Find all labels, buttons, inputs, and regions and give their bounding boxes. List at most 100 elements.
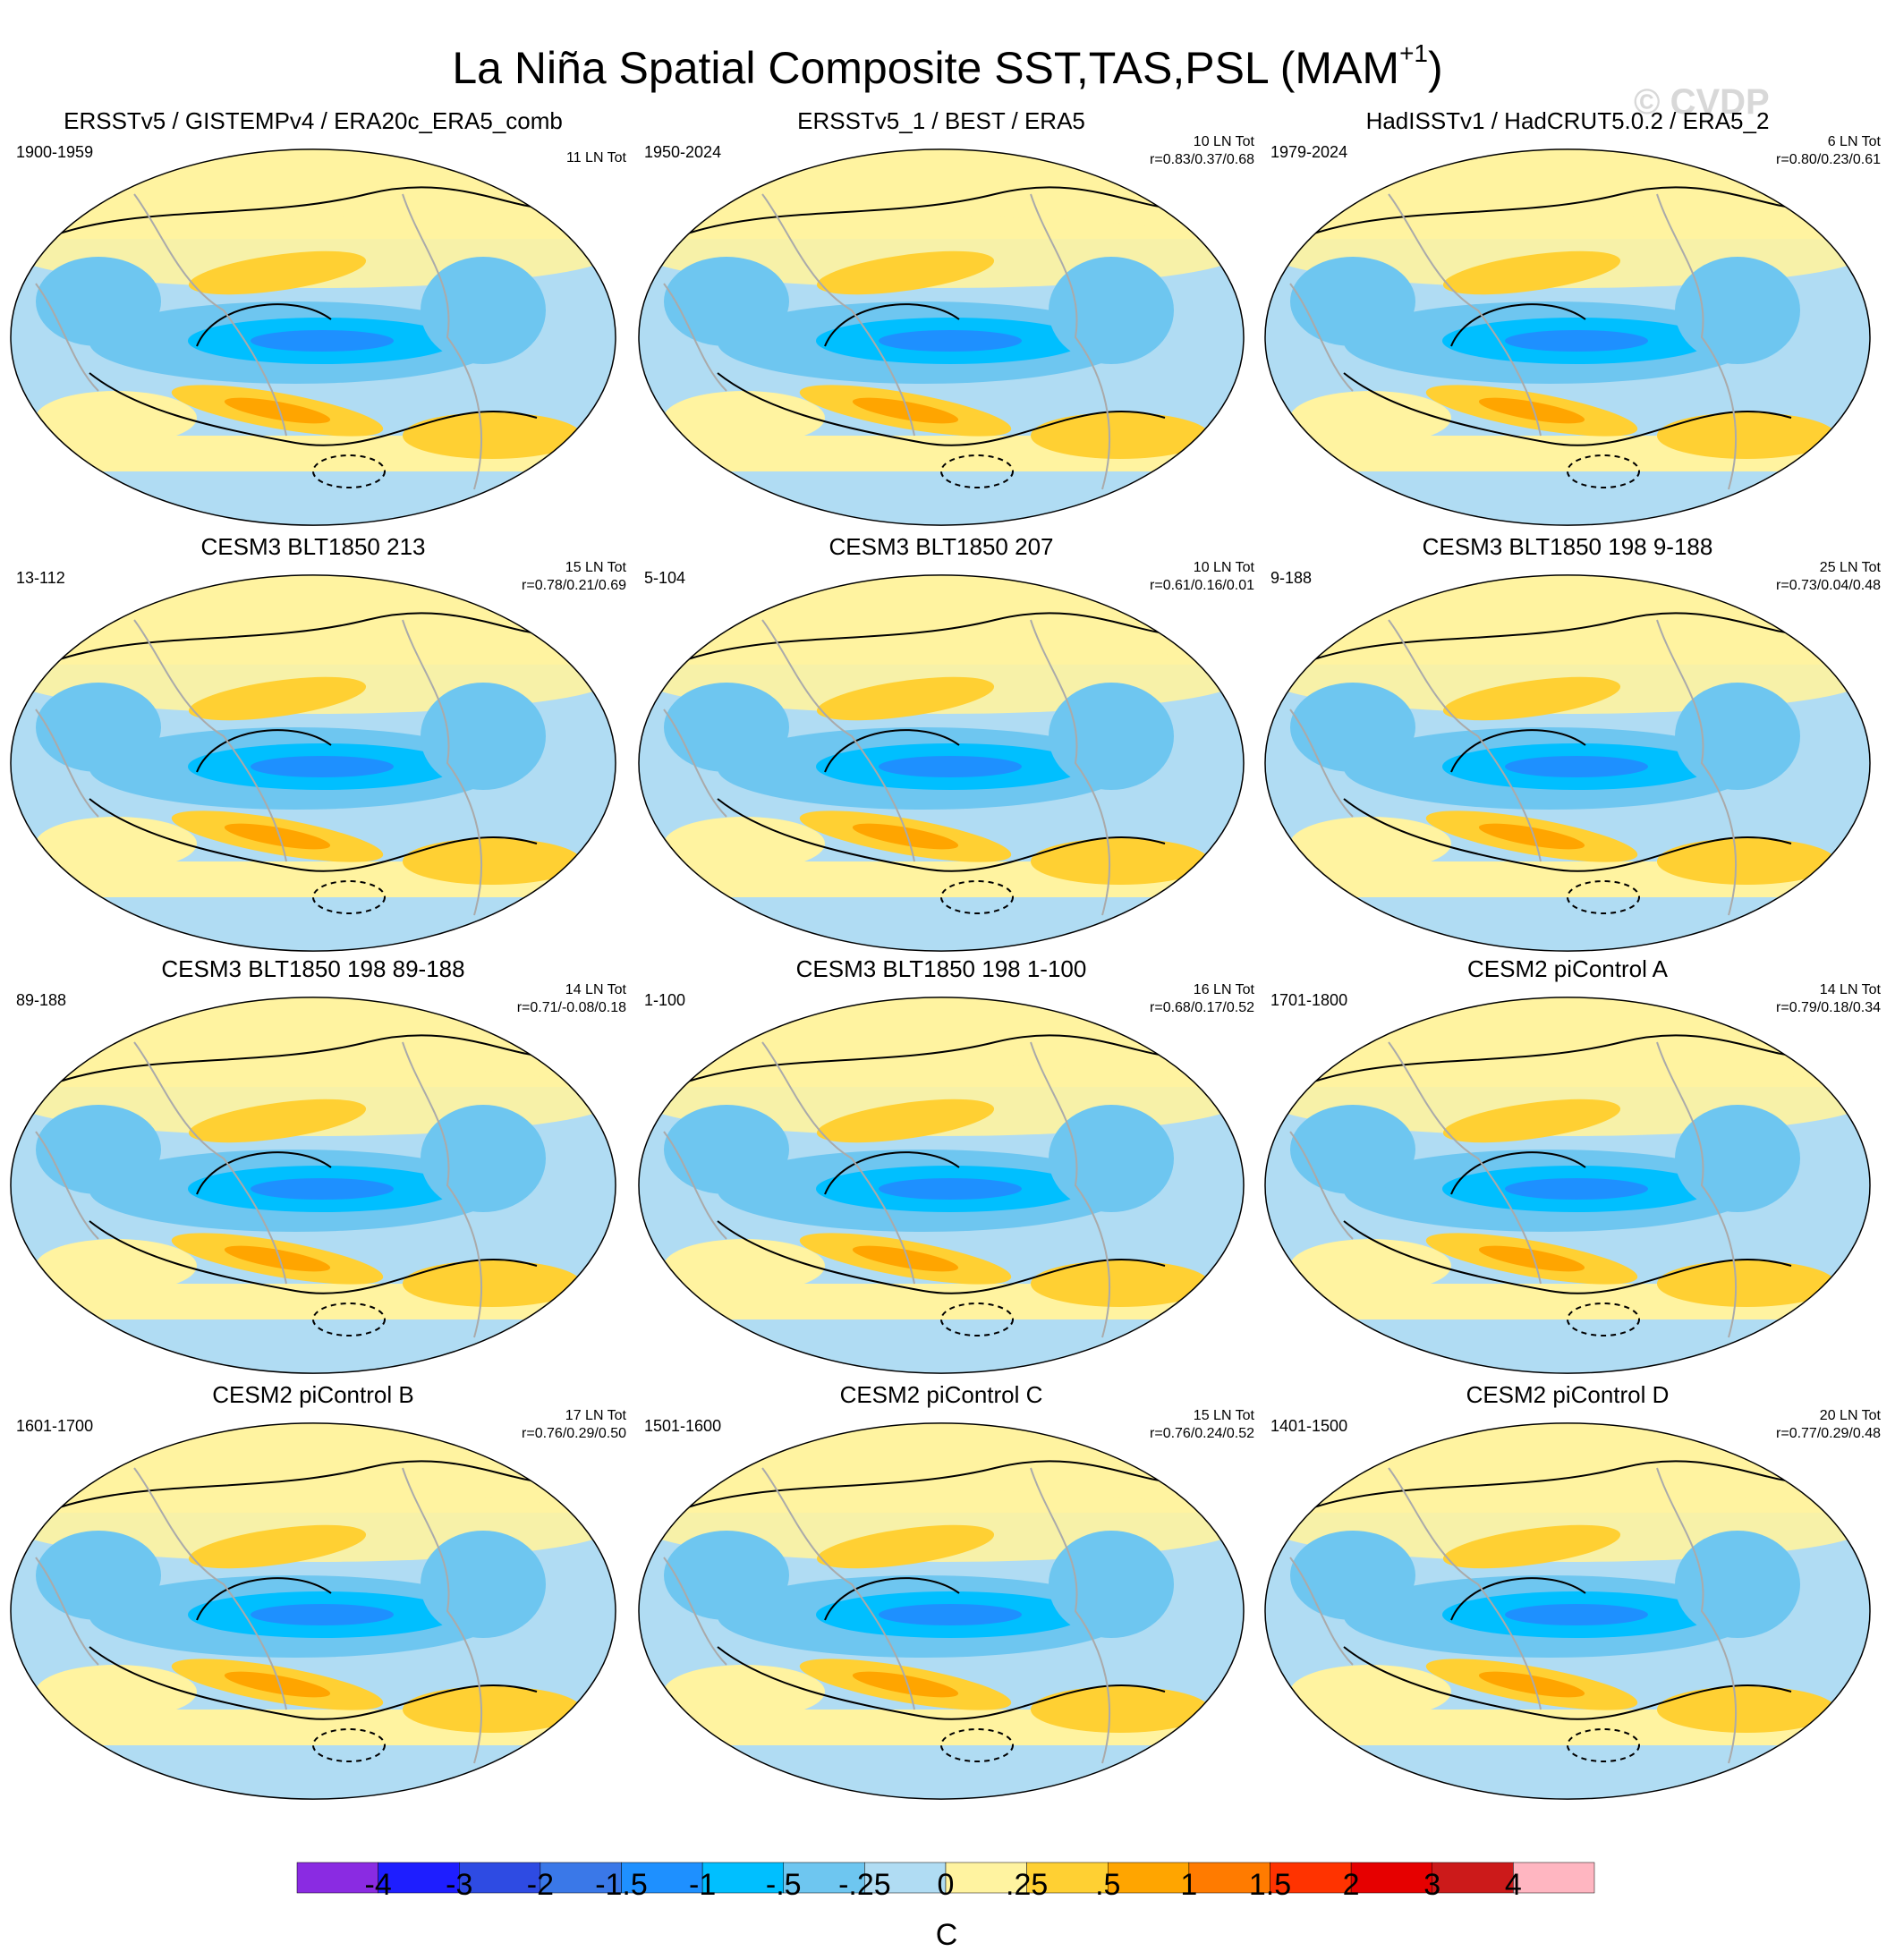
map-panel: CESM3 BLT1850 198 89-188 89-188 14 LN Tot r… xyxy=(0,955,626,1376)
colorbar-unit: C xyxy=(935,1918,958,1952)
colorbar-tick-label: 4 xyxy=(1504,1868,1522,1902)
panel-event-count: 11 LN Tot xyxy=(565,150,626,165)
panel-years: 1900-1959 xyxy=(16,143,94,161)
panel-correlation: r=0.80/0.23/0.61 xyxy=(1776,152,1881,167)
colorbar-swatch xyxy=(701,1862,784,1894)
cvdp-watermark: © CVDP xyxy=(1634,82,1770,122)
panel-years: 1950-2024 xyxy=(644,143,722,161)
colorbar-swatch xyxy=(540,1862,622,1894)
map-panel: CESM3 BLT1850 207 5-104 10 LN Tot r=0.61/0.… xyxy=(628,533,1254,954)
panel-event-count: 14 LN Tot xyxy=(565,982,626,997)
colorbar-swatches xyxy=(296,1862,1595,1894)
panel-title: CESM3 BLT1850 198 1-100 xyxy=(795,955,1087,982)
panel-correlation: r=0.77/0.29/0.48 xyxy=(1776,1426,1881,1441)
panel-title: HadISSTv1 / HadCRUT5.0.2 / ERA5_2 xyxy=(1365,107,1770,134)
panel-event-count: 6 LN Tot xyxy=(1827,134,1881,149)
colorbar-tick-label: .25 xyxy=(1005,1868,1049,1902)
panel-years: 5-104 xyxy=(644,569,686,587)
map-panel: CESM2 piControl D 1401-1500 20 LN Tot r=0.7… xyxy=(1254,1381,1881,1802)
colorbar-swatch xyxy=(1108,1862,1190,1894)
panel-title: ERSSTv5 / GISTEMPv4 / ERA20c_ERA5_comb xyxy=(64,107,563,134)
anomaly-map xyxy=(10,1422,616,1800)
panel-event-count: 10 LN Tot xyxy=(1193,134,1254,149)
figure-title: La Niña Spatial Composite SST,TAS,PSL (M… xyxy=(0,27,1895,95)
panel-correlation: r=0.76/0.29/0.50 xyxy=(522,1426,626,1441)
panel-correlation: r=0.73/0.04/0.48 xyxy=(1776,578,1881,593)
panel-correlation: r=0.71/-0.08/0.18 xyxy=(516,1000,626,1015)
panel-event-count: 25 LN Tot xyxy=(1819,560,1881,575)
panel-correlation: r=0.78/0.21/0.69 xyxy=(522,578,626,593)
colorbar-swatch xyxy=(1513,1862,1595,1894)
colorbar-swatch xyxy=(1432,1862,1514,1894)
panel-event-count: 15 LN Tot xyxy=(565,560,626,575)
panel-correlation: r=0.68/0.17/0.52 xyxy=(1150,1000,1254,1015)
panel-years: 1701-1800 xyxy=(1270,991,1348,1009)
panel-event-count: 14 LN Tot xyxy=(1819,982,1881,997)
anomaly-map xyxy=(1264,148,1871,526)
map-panel: CESM3 BLT1850 213 13-112 15 LN Tot r=0.78/0… xyxy=(0,533,626,954)
colorbar-swatch xyxy=(945,1862,1027,1894)
anomaly-map xyxy=(638,574,1245,952)
panel-years: 1-100 xyxy=(644,991,686,1009)
colorbar-swatch xyxy=(783,1862,865,1894)
map-panel: ERSSTv5_1 / BEST / ERA5 1950-2024 10 LN To… xyxy=(628,107,1254,528)
colorbar-swatch xyxy=(378,1862,460,1894)
panel-correlation: r=0.76/0.24/0.52 xyxy=(1150,1426,1254,1441)
map-panel: CESM2 piControl C 1501-1600 15 LN Tot r=0.7… xyxy=(628,1381,1254,1802)
map-panel: CESM3 BLT1850 198 1-100 1-100 16 LN Tot r=0… xyxy=(628,955,1254,1376)
map-panel: HadISSTv1 / HadCRUT5.0.2 / ERA5_2 1979-20… xyxy=(1254,107,1881,528)
panel-correlation: r=0.61/0.16/0.01 xyxy=(1150,578,1254,593)
figure-title-text: La Niña Spatial Composite SST,TAS,PSL (M… xyxy=(452,43,1400,93)
panel-correlation: r=0.83/0.37/0.68 xyxy=(1150,152,1254,167)
colorbar-tick-label: -1 xyxy=(689,1868,717,1902)
panel-years: 1401-1500 xyxy=(1270,1417,1348,1435)
anomaly-map xyxy=(1264,997,1871,1374)
panel-title: CESM2 piControl B xyxy=(212,1381,414,1408)
panel-title: CESM2 piControl D xyxy=(1466,1381,1670,1408)
colorbar-tick-label: 0 xyxy=(937,1868,955,1902)
panel-title: ERSSTv5_1 / BEST / ERA5 xyxy=(797,107,1085,134)
anomaly-map xyxy=(1264,1422,1871,1800)
anomaly-map xyxy=(10,148,616,526)
panel-event-count: 10 LN Tot xyxy=(1193,560,1254,575)
colorbar-swatch xyxy=(1350,1862,1432,1894)
map-panel: CESM3 BLT1850 198 9-188 9-188 25 LN Tot r=0… xyxy=(1254,533,1881,954)
panel-title: CESM2 piControl A xyxy=(1467,955,1668,982)
map-panel: CESM2 piControl A 1701-1800 14 LN Tot r=0.7… xyxy=(1254,955,1881,1376)
anomaly-map xyxy=(638,1422,1245,1800)
colorbar-swatch xyxy=(1188,1862,1270,1894)
colorbar-swatch xyxy=(296,1862,378,1894)
anomaly-map xyxy=(1264,574,1871,952)
map-panel: CESM2 piControl B 1601-1700 17 LN Tot r=0.7… xyxy=(0,1381,626,1802)
colorbar-tick-label: -.25 xyxy=(838,1868,891,1902)
anomaly-map xyxy=(638,148,1245,526)
panel-title: CESM3 BLT1850 198 9-188 xyxy=(1422,533,1713,560)
panel-title: CESM3 BLT1850 198 89-188 xyxy=(161,955,465,982)
colorbar-tick-label: 2 xyxy=(1342,1868,1360,1902)
anomaly-map xyxy=(10,574,616,952)
colorbar-tick-label: .5 xyxy=(1095,1868,1121,1902)
panel-years: 9-188 xyxy=(1270,569,1313,587)
colorbar-tick-label: -2 xyxy=(526,1868,554,1902)
colorbar-tick-label: -.5 xyxy=(765,1868,802,1902)
panel-correlation: r=0.79/0.18/0.34 xyxy=(1776,1000,1881,1015)
panel-title: CESM3 BLT1850 207 xyxy=(829,533,1054,560)
anomaly-map xyxy=(10,997,616,1374)
colorbar-tick-label: 1.5 xyxy=(1248,1868,1292,1902)
panel-years: 1601-1700 xyxy=(16,1417,94,1435)
anomaly-map xyxy=(638,997,1245,1374)
colorbar-tick-label: -3 xyxy=(446,1868,473,1902)
figure-title-superscript: +1 xyxy=(1399,39,1429,67)
figure-title-close: ) xyxy=(1428,43,1443,93)
panel-years: 13-112 xyxy=(16,569,65,587)
colorbar-tick-label: 1 xyxy=(1180,1868,1198,1902)
panel-title: CESM2 piControl C xyxy=(839,1381,1043,1408)
colorbar-swatch xyxy=(1026,1862,1109,1894)
panel-years: 1979-2024 xyxy=(1270,143,1348,161)
panel-event-count: 17 LN Tot xyxy=(565,1408,626,1423)
panel-years: 1501-1600 xyxy=(644,1417,722,1435)
panel-event-count: 20 LN Tot xyxy=(1819,1408,1881,1423)
panel-title: CESM3 BLT1850 213 xyxy=(200,533,426,560)
colorbar-tick-label: 3 xyxy=(1423,1868,1441,1902)
